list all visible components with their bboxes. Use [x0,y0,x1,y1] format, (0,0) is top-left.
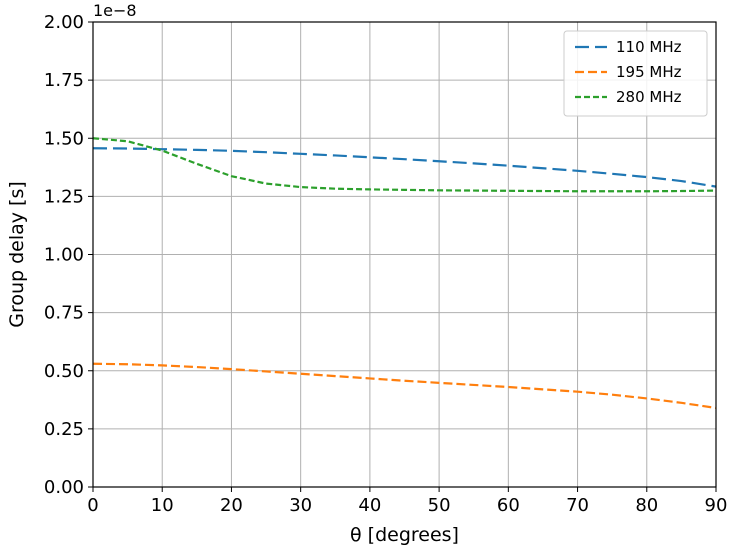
x-tick-label: 0 [87,495,98,516]
x-tick-label: 30 [289,495,312,516]
y-offset-text: 1e−8 [93,1,137,20]
x-tick-label: 10 [151,495,174,516]
legend-label: 195 MHz [616,63,682,81]
legend-label: 110 MHz [616,38,682,56]
series-line-280-mhz [92,137,717,193]
x-tick-label: 90 [705,495,728,516]
y-axis-label: Group delay [s] [6,181,28,328]
y-tick-label: 1.75 [44,70,84,91]
x-tick-label: 70 [566,495,589,516]
series-line-195-mhz [92,362,717,410]
x-tick-label: 50 [428,495,451,516]
legend-label: 280 MHz [616,88,682,106]
ticks: 0 10 20 30 40 50 60 70 80 90 0.00 0.25 0.50 0.75 1.00 1… [44,12,728,516]
x-axis-label: θ [degrees] [350,524,459,546]
legend-box [563,30,708,117]
y-tick-label: 1.00 [44,245,84,266]
y-tick-label: 1.50 [44,128,84,149]
x-tick-label: 40 [358,495,381,516]
y-tick-label: 2.00 [44,12,84,33]
y-tick-label: 0.75 [44,303,84,324]
legend: 110 MHz 195 MHz 280 MHz [563,30,708,117]
x-tick-label: 20 [220,495,243,516]
series-line-110-mhz [92,147,717,188]
y-tick-label: 0.25 [44,419,84,440]
x-tick-label: 80 [635,495,658,516]
y-tick-label: 0.00 [44,477,84,498]
y-tick-label: 0.50 [44,361,84,382]
plot-lines [92,137,717,410]
y-tick-label: 1.25 [44,186,84,207]
x-tick-label: 60 [497,495,520,516]
